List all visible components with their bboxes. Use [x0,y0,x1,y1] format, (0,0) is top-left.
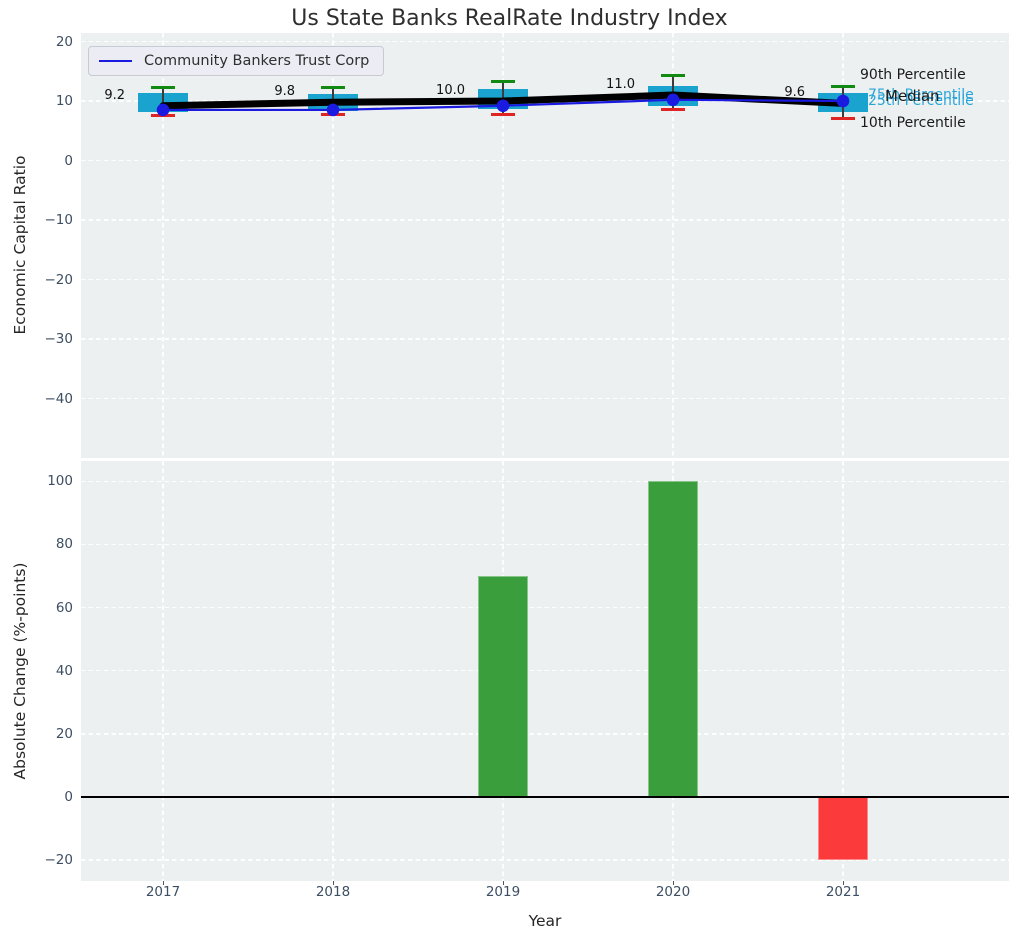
whisker-line [162,87,164,116]
whisker-cap-10th [321,113,345,117]
median-value-label: 9.6 [784,85,805,101]
gridline-horizontal [81,338,1009,340]
gridline-horizontal [81,278,1009,281]
x-axis-label: Year [528,912,562,930]
whisker-line [842,86,844,119]
median-value-label: 10.0 [436,83,465,98]
gridline-horizontal [81,606,1009,609]
y-tick-label: −40 [44,390,74,407]
x-tick-mark [672,881,674,885]
x-tick-label: 2017 [145,884,181,900]
top-y-axis-label: Economic Capital Ratio [11,155,29,335]
gridline-horizontal [81,480,1009,482]
y-tick-label: 60 [55,599,73,616]
gridline-vertical [332,33,334,458]
x-tick-label: 2021 [825,884,861,900]
change-bar-positive [648,481,698,797]
gridline-horizontal [81,669,1009,672]
gridline-vertical [162,33,164,458]
gridline-horizontal [81,859,1009,861]
whisker-cap-10th [831,116,855,120]
y-tick-label: 100 [47,473,73,490]
annotation-median: Median [885,87,940,105]
gridline-horizontal [81,733,1009,735]
change-bar-positive [478,575,528,797]
annotation-p90: 90th Percentile [860,67,966,83]
legend-line-sample-icon [99,59,132,63]
gridline-vertical [502,33,504,458]
gridline-horizontal [81,219,1009,221]
bottom-plot-area [81,461,1009,881]
y-tick-label: −20 [44,271,74,288]
y-tick-label: −30 [44,331,74,347]
whisker-cap-90th [151,85,175,89]
y-tick-label: 0 [64,789,73,805]
gridline-vertical [332,461,334,881]
annotation-p75: 75th Percentile [868,87,974,103]
x-tick-mark [332,881,334,885]
whisker-cap-10th [151,113,175,117]
y-tick-label: 0 [64,152,73,169]
annotation-p25: 25th Percentile [868,93,974,109]
whisker-cap-90th [321,86,345,90]
x-tick-label: 2020 [655,884,691,900]
x-tick-label: 2019 [485,884,521,900]
whisker-cap-90th [491,79,515,83]
whisker-line [332,87,334,115]
y-tick-label: 80 [55,536,73,553]
x-tick-mark [502,881,504,885]
gridline-horizontal [81,397,1009,400]
legend: Community Bankers Trust Corp [88,46,385,76]
y-tick-label: 10 [55,93,73,109]
annotation-p10: 10th Percentile [860,115,966,131]
y-tick-label: −10 [44,212,74,228]
gridline-vertical [162,461,164,881]
chart-title: Us State Banks RealRate Industry Index [291,6,728,31]
gridline-horizontal [81,159,1009,162]
median-value-label: 11.0 [606,77,635,93]
median-value-label: 9.2 [104,87,125,103]
whisker-cap-10th [661,108,685,112]
gridline-horizontal [81,543,1009,546]
whisker-line [672,75,674,110]
y-tick-label: 40 [55,662,73,679]
change-bar-negative [818,797,868,861]
whisker-cap-90th [661,73,685,77]
y-tick-label: 20 [55,33,73,50]
gridline-vertical [842,33,844,458]
legend-label: Community Bankers Trust Corp [144,53,370,69]
gridline-horizontal [81,40,1009,43]
x-tick-mark [842,881,844,885]
gridline-vertical [672,33,674,458]
x-tick-mark [162,881,164,885]
median-value-label: 9.8 [274,84,295,100]
y-tick-label: −20 [44,852,74,869]
whisker-cap-10th [491,113,515,117]
whisker-cap-90th [831,85,855,89]
x-tick-label: 2018 [315,884,351,900]
top-plot-area: Community Bankers Trust Corp 9.2 9.8 10.0 1… [81,33,1009,458]
y-tick-label: 20 [55,725,73,742]
gridline-vertical [842,461,844,881]
whisker-line [502,81,504,115]
zero-axis-line [81,796,1009,798]
